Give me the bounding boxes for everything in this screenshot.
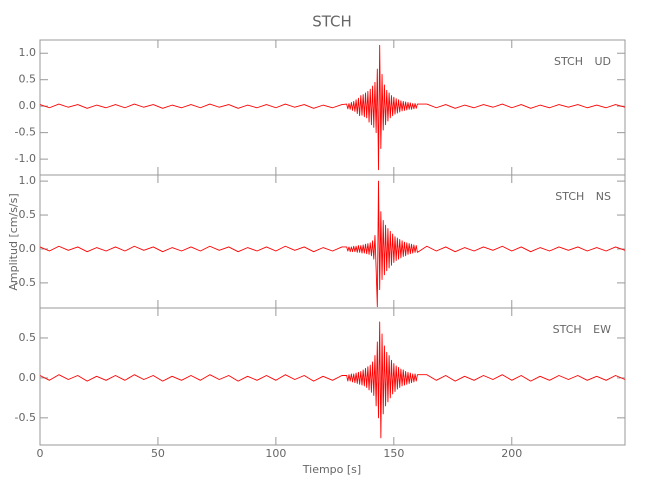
chart-title: STCH <box>312 13 352 31</box>
x-tick-label: 200 <box>501 447 522 460</box>
x-tick-label: 0 <box>37 447 44 460</box>
trace <box>39 44 626 171</box>
y-tick-label: -0.5 <box>15 126 36 139</box>
y-tick-label: 0.5 <box>19 331 37 344</box>
y-tick-label: -0.5 <box>15 276 36 289</box>
y-tick-label: 1.0 <box>19 174 37 187</box>
trace-label: STCH NS <box>555 190 611 203</box>
y-tick-label: 0.0 <box>19 99 37 112</box>
y-tick-label: -1.0 <box>15 152 36 165</box>
y-tick-label: -0.5 <box>15 411 36 424</box>
trace <box>39 321 626 439</box>
y-tick-label: 0.0 <box>19 371 37 384</box>
y-tick-label: 1.0 <box>19 46 37 59</box>
y-tick-label: 0.5 <box>19 208 37 221</box>
x-tick-label: 150 <box>383 447 404 460</box>
panel-frame <box>39 307 626 446</box>
trace-label: STCH EW <box>553 323 611 336</box>
trace-label: STCH UD <box>554 55 611 68</box>
x-axis-label: Tiempo [s] <box>302 463 361 476</box>
x-tick-label: 100 <box>265 447 286 460</box>
y-tick-label: 0.0 <box>19 242 37 255</box>
y-tick-label: 0.5 <box>19 73 37 86</box>
trace <box>39 180 626 308</box>
x-tick-label: 50 <box>151 447 165 460</box>
y-axis-label: Amplitud [cm/s/s] <box>7 193 20 290</box>
